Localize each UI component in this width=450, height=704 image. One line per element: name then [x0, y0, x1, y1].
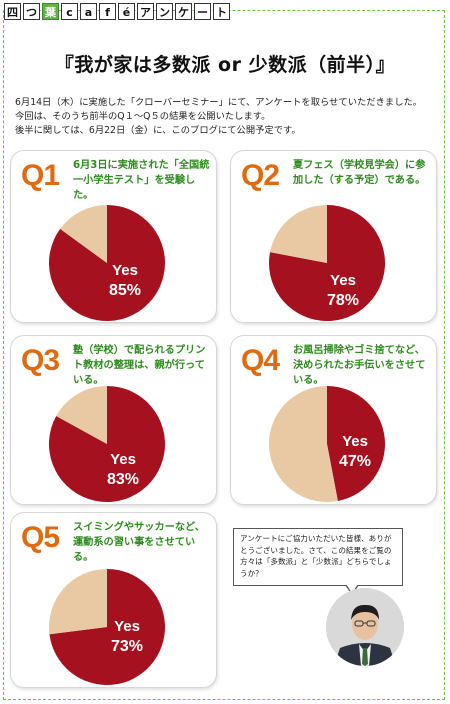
logo-char: ト: [213, 3, 230, 20]
pie-label-yes: Yes: [114, 618, 140, 635]
pie-slice-no: [49, 569, 107, 635]
pie-slice-yes: [327, 386, 385, 501]
pie-slice-yes: [269, 205, 386, 321]
question-text: スイミングやサッカーなど、運動系の習い事をさせている。: [73, 522, 205, 563]
pie-label-yes: Yes: [110, 451, 136, 468]
intro-line: 6月14日（木）に実施した「クローバーセミナー」にて、アンケートを取らせていただ…: [15, 97, 423, 108]
intro-line: 後半に関しては、6月22日（金）に、このブログにて公開予定です。: [15, 125, 301, 136]
question-card-q4: Q4 お風呂掃除やゴミ捨てなど、決められたお手伝いをさせている。 Yes 47%: [230, 335, 437, 505]
pie-slice-yes: [49, 205, 166, 321]
teacher-photo-icon: [326, 588, 404, 666]
logo-char: c: [61, 3, 78, 20]
pie-slice-no: [60, 205, 107, 263]
pie-slice-no: [268, 386, 338, 502]
logo-char: a: [80, 3, 97, 20]
logo-char: ア: [137, 3, 154, 20]
logo-char: é: [118, 3, 135, 20]
pie-slice-no: [56, 386, 107, 444]
pie-label-percent: 73%: [111, 638, 143, 655]
question-card-q5: Q5 スイミングやサッカーなど、運動系の習い事をさせている。 Yes 73%: [10, 512, 217, 688]
pie-label-percent: 78%: [327, 292, 359, 309]
question-number: Q3: [21, 344, 60, 377]
question-number: Q2: [241, 159, 280, 192]
question-number: Q5: [21, 521, 60, 554]
question-card-q2: Q2 夏フェス（学校見学会）に参加した（する予定）である。 Yes 78%: [230, 150, 437, 323]
pie-label-percent: 47%: [339, 453, 371, 470]
pie-label-yes: Yes: [342, 433, 368, 450]
pie-chart-q2: Yes 78%: [269, 205, 386, 321]
logo-char: ン: [156, 3, 173, 20]
pie-chart-q1: Yes 85%: [49, 205, 166, 321]
teacher-avatar: [326, 588, 404, 666]
intro-text: 6月14日（木）に実施した「クローバーセミナー」にて、アンケートを取らせていただ…: [15, 96, 440, 138]
pie-label-yes: Yes: [330, 272, 356, 289]
question-card-q3: Q3 塾（学校）で配られるプリント教材の整理は、親が行っている。 Yes 83%: [10, 335, 217, 505]
question-text: 6月3日に実施された「全国統一小学生テスト」を受験した。: [73, 160, 210, 201]
pie-slice-yes: [48, 386, 165, 502]
question-card-q1: Q1 6月3日に実施された「全国統一小学生テスト」を受験した。 Yes 85%: [10, 150, 217, 323]
pie-label-percent: 83%: [107, 471, 139, 488]
pie-chart-q5: Yes 73%: [49, 569, 166, 685]
speech-bubble: アンケートにご協力いただいた皆様、ありがとうございました。さて、この結果をご覧の…: [233, 528, 403, 586]
logo-char: つ: [23, 3, 40, 20]
logo-char-highlight: 葉: [42, 3, 59, 20]
question-text: 塾（学校）で配られるプリント教材の整理は、親が行っている。: [73, 345, 206, 386]
question-number: Q4: [241, 344, 280, 377]
intro-line: 今回は、そのうち前半のQ１～Q５の結果を公開いたします。: [15, 111, 271, 122]
logo-char: ケ: [175, 3, 192, 20]
pie-label-percent: 85%: [109, 282, 141, 299]
page-title: 『我が家は多数派 or 少数派（前半）』: [54, 54, 396, 76]
pie-slice-yes: [49, 569, 166, 685]
question-text: お風呂掃除やゴミ捨てなど、決められたお手伝いをさせている。: [293, 345, 426, 386]
pie-label-yes: Yes: [112, 262, 138, 279]
question-text: 夏フェス（学校見学会）に参加した（する予定）である。: [293, 160, 426, 186]
site-logo: 四 つ 葉 c a f é ア ン ケ ー ト: [4, 3, 230, 20]
question-number: Q1: [21, 159, 60, 192]
logo-char: ー: [194, 3, 211, 20]
logo-char: f: [99, 3, 116, 20]
pie-chart-q3: Yes 83%: [48, 386, 165, 502]
speech-bubble-tail-inner: [346, 584, 358, 593]
logo-char: 四: [4, 3, 21, 20]
pie-chart-q4: Yes 47%: [268, 386, 385, 502]
pie-slice-no: [270, 205, 327, 263]
